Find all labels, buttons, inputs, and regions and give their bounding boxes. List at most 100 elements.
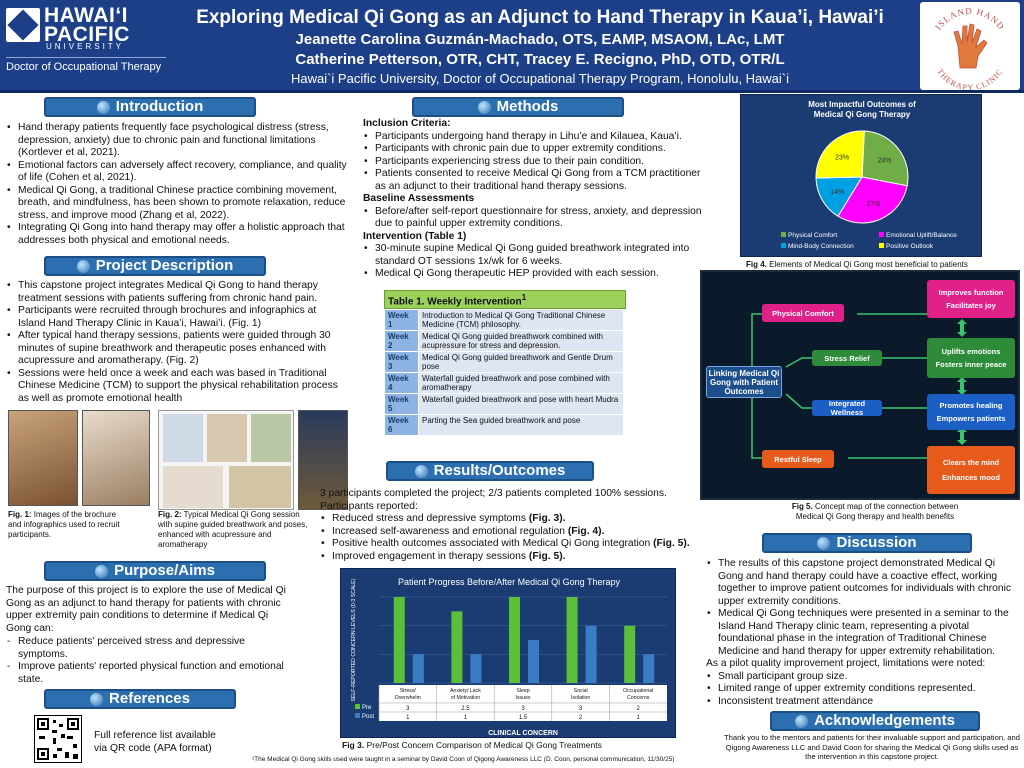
data-label: 2 [637,706,641,712]
legend-label: Pre [362,705,372,711]
bar-pre [509,597,520,683]
pie-data-label: 23% [835,155,849,162]
list-item: Medical Qi Gong therapeutic HEP provided… [363,268,703,281]
legend-swatch [879,232,884,237]
concept-map: Linking Medical Qi Gong with Patient Out… [700,270,1020,500]
week-cell: Week 2 [384,330,419,353]
result-ref: (Fig. 4). [567,525,605,537]
acknowledgements-heading: Acknowledgements [770,711,980,731]
list-item: Sessions were held once a week and each … [6,368,344,406]
category-label: Anxiety/ Lack [450,688,481,694]
list-item: Patients consented to receive Medical Qi… [363,168,703,193]
bar-post [412,654,424,683]
legend-label: Physical Comfort [788,232,837,239]
result-ref: (Fig. 5). [528,550,566,562]
qr-code-graphic [37,718,79,760]
results-line-1: 3 participants completed the project; 2/… [320,488,667,499]
list-item: Medical Qi Gong, a traditional Chinese p… [6,185,348,223]
category-label: Social [574,688,588,694]
legend-swatch [879,243,884,248]
hpu-logo: HAWAIʻI PACIFIC UNIVERSITY Doctor of Occ… [6,5,166,86]
session-photo [207,414,247,462]
table-row: Week 3 Medical Qi Gong guided breathwork … [384,351,624,374]
x-axis-label: CLINICAL CONCERN [488,730,558,737]
fig3-caption: Fig 3. Pre/Post Concern Comparison of Me… [342,740,682,750]
orb-icon [817,536,831,550]
orb-icon [795,714,809,728]
result-text: Reduced stress and depressive symptoms [332,513,529,524]
methods-heading-label: Methods [496,98,559,115]
table-row: Week 1 Introduction to Medical Qi Gong Tr… [384,309,624,332]
result-text: Positive health outcomes associated with… [332,538,654,549]
list-item: Reduce patients' perceived stress and de… [6,636,296,661]
intervention-list: 30-minute supine Medical Qi Gong guided … [363,243,703,281]
bar-post [585,625,597,683]
limitations-intro: As a pilot quality improvement project, … [706,658,986,669]
references-heading: References [44,689,236,709]
orb-icon [414,464,428,478]
branch-integrated-wellness: Integrated Wellness [812,399,882,417]
data-label: 1 [406,715,410,721]
data-label: 2.5 [461,706,470,712]
hpu-emblem-icon [6,8,40,42]
fig5-caption-line-1: Concept map of the connection between [812,502,959,511]
results-content: 3 participants completed the project; 2/… [320,488,710,563]
list-item: Reduced stress and depressive symptoms (… [320,513,710,526]
outcome-stress-relief: Uplifts emotions Fosters inner peace [927,338,1015,378]
week-description-cell: Medical Qi Gong guided breathwork combin… [418,330,624,353]
bar-post [528,640,539,683]
fig1-caption-label: Fig. 1: [8,510,32,519]
legend-label: Post [362,714,374,720]
list-item: Inconsistent treatment attendance [706,696,1020,709]
session-photo [163,414,203,462]
pie-slice [815,130,865,179]
week-description-cell: Introduction to Medical Qi Gong Traditio… [418,309,624,332]
legend-label: Mind-Body Connection [788,243,854,250]
pie-slice [815,176,863,217]
affiliation: Hawai`i Pacific University, Doctor of Oc… [290,71,790,86]
fig2-caption: Fig. 2: Typical Medical Qi Gong session … [158,510,308,550]
brochure-image-2 [82,410,150,506]
concept-map-connectors [751,313,967,459]
list-item: Participants with chronic pain due to up… [363,143,703,156]
list-item: Improved engagement in therapy sessions … [320,551,710,564]
legend-swatch [781,232,786,237]
outcome-line: Clears the mind [942,458,1000,467]
pie-data-label: 14% [830,189,844,196]
category-label: Isolation [571,695,590,701]
hand-logo-icon: ISLAND HAND THERAPY CLINIC [933,6,1006,92]
week-cell: Week 3 [384,351,419,374]
data-label: 3 [406,706,410,712]
purpose-heading-label: Purpose/Aims [114,562,215,579]
list-item: Improve patients' reported physical func… [6,661,296,686]
list-item: Medical Qi Gong techniques were presente… [706,608,1020,658]
outcome-integrated-wellness: Promotes healing Empowers patients [927,394,1015,430]
outcome-line: Facilitates joy [946,301,996,310]
list-item: Increased self-awareness and emotional r… [320,526,710,539]
session-image-large [298,410,348,510]
clinic-logo-text-bottom: THERAPY CLINIC [935,67,1003,92]
legend-swatch [355,713,360,718]
discussion-heading: Discussion [762,533,972,553]
week-description-cell: Waterfall guided breathwork and pose wit… [418,393,624,416]
orb-icon [477,100,491,114]
session-photo [163,466,223,508]
acknowledgements-heading-label: Acknowledgements [814,712,955,729]
results-list: Reduced stress and depressive symptoms (… [320,513,710,563]
list-item: Emotional factors can adversely affect r… [6,160,348,185]
hpu-logo-program: Doctor of Occupational Therapy [6,57,166,73]
qr-code-icon[interactable] [34,715,82,763]
introduction-heading-label: Introduction [115,98,204,115]
week-cell: Week 5 [384,393,419,416]
result-ref: (Fig. 5). [653,538,690,549]
methods-heading: Methods [412,97,624,117]
table-row: Week 6 Parting the Sea guided breathwork … [384,414,624,437]
branch-stress-relief: Stress Relief [812,350,882,366]
acknowledgements-text: Thank you to the mentors and patients fo… [724,733,1020,761]
list-item: Hand therapy patients frequently face ps… [6,122,348,160]
project-list: This capstone project integrates Medical… [6,280,344,405]
category-label: Issues [516,695,531,701]
table-row: Week 2 Medical Qi Gong guided breathwork … [384,330,624,353]
fig4-caption-label: Fig 4. [746,260,767,269]
bar-pre [566,597,578,683]
